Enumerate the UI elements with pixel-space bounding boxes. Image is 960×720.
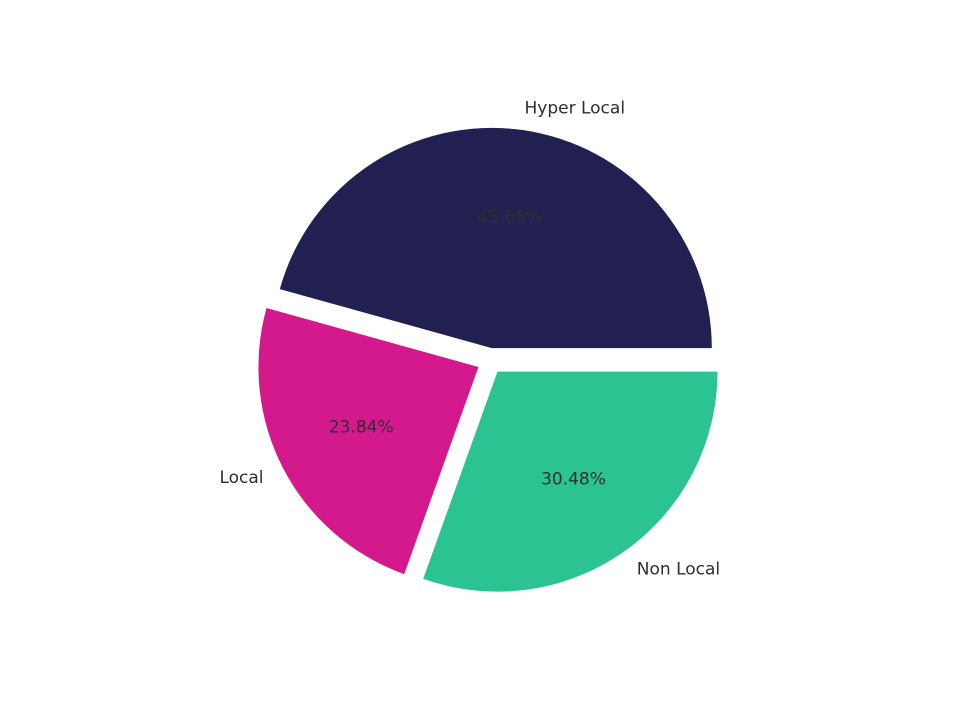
slice-pct-non-local: 30.48% bbox=[541, 470, 606, 490]
slice-pct-hyper-local: 45.68% bbox=[477, 207, 542, 227]
slice-pct-local: 23.84% bbox=[329, 418, 394, 438]
slice-label-non-local: Non Local bbox=[637, 560, 720, 580]
pie-slice-hyper-local bbox=[279, 127, 712, 349]
slice-label-local: Local bbox=[219, 468, 263, 488]
pie-slice-local bbox=[258, 308, 479, 575]
slice-label-hyper-local: Hyper Local bbox=[525, 98, 626, 118]
pie-slice-non-local bbox=[423, 371, 718, 592]
